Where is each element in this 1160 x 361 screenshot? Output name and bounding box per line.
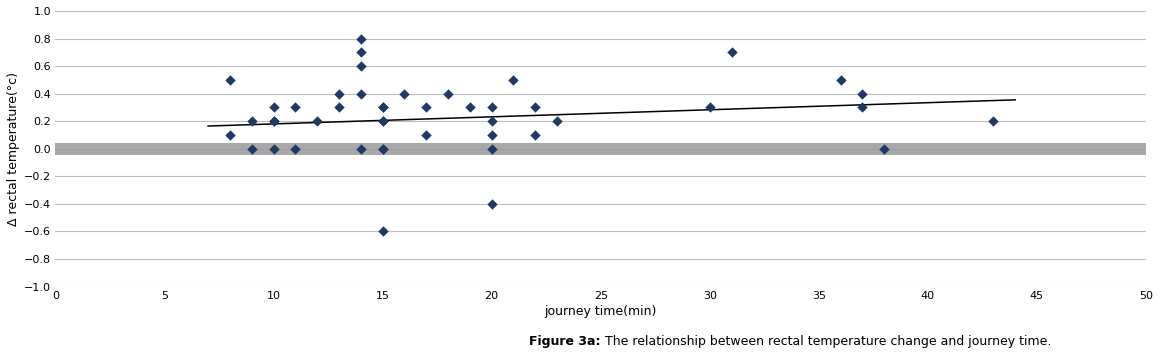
Point <box>374 229 392 234</box>
X-axis label: journey time(min): journey time(min) <box>544 305 657 318</box>
Point <box>548 118 566 124</box>
Point <box>351 49 370 55</box>
Point <box>329 91 348 96</box>
Point <box>438 91 457 96</box>
Text: The relationship between rectal temperature change and journey time.: The relationship between rectal temperat… <box>601 335 1051 348</box>
Point <box>483 146 501 152</box>
Point <box>264 105 283 110</box>
Point <box>525 132 544 138</box>
Point <box>505 77 523 83</box>
Point <box>220 77 239 83</box>
Point <box>351 36 370 42</box>
Point <box>351 63 370 69</box>
Bar <box>56 143 1146 155</box>
Point <box>242 118 261 124</box>
Point <box>264 118 283 124</box>
Point <box>875 146 893 152</box>
Point <box>416 105 435 110</box>
Point <box>461 105 479 110</box>
Point <box>264 146 283 152</box>
Point <box>287 146 305 152</box>
Point <box>416 132 435 138</box>
Point <box>351 91 370 96</box>
Point <box>701 105 719 110</box>
Point <box>984 118 1002 124</box>
Text: Figure 3a:: Figure 3a: <box>529 335 601 348</box>
Point <box>287 105 305 110</box>
Point <box>329 105 348 110</box>
Point <box>374 118 392 124</box>
Point <box>307 118 326 124</box>
Point <box>483 201 501 207</box>
Point <box>723 49 741 55</box>
Point <box>483 105 501 110</box>
Point <box>483 132 501 138</box>
Point <box>374 146 392 152</box>
Point <box>374 105 392 110</box>
Point <box>832 77 850 83</box>
Point <box>854 105 872 110</box>
Point <box>483 118 501 124</box>
Point <box>374 118 392 124</box>
Point <box>351 146 370 152</box>
Point <box>220 132 239 138</box>
Point <box>242 146 261 152</box>
Point <box>854 91 872 96</box>
Point <box>374 105 392 110</box>
Point <box>374 146 392 152</box>
Point <box>525 105 544 110</box>
Point <box>264 118 283 124</box>
Point <box>396 91 414 96</box>
Y-axis label: Δ rectal temperature(°c): Δ rectal temperature(°c) <box>7 72 20 226</box>
